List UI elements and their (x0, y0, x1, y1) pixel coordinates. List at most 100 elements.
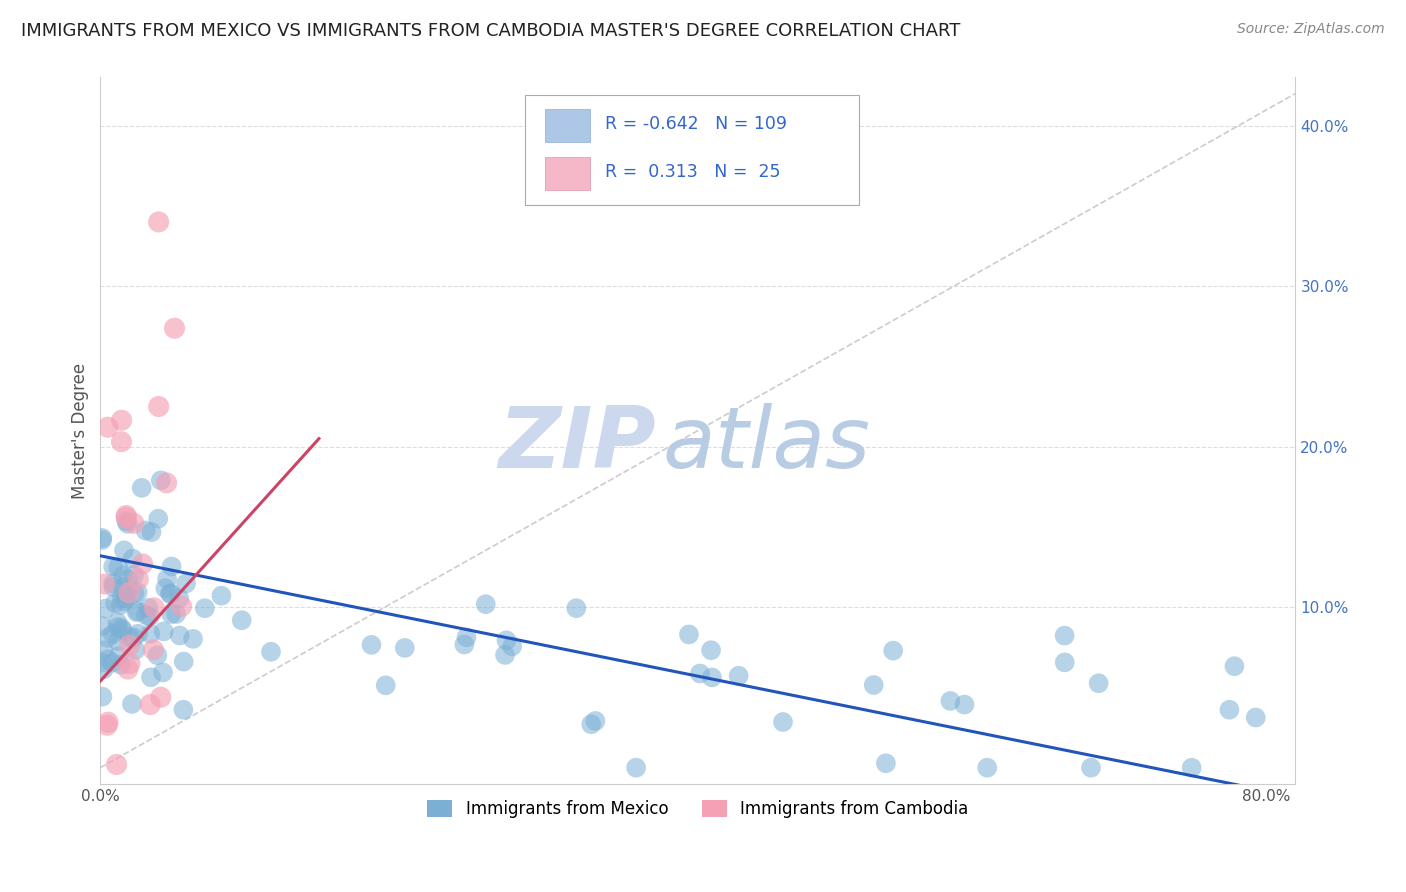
Point (170, 599, 193, 614)
Point (882, 643, 904, 657)
Point (127, 573, 149, 587)
Point (1087, 676, 1109, 690)
Point (101, 656, 124, 670)
Point (93, 662, 115, 676)
Point (474, 597, 496, 611)
Point (112, 594, 135, 608)
Point (689, 666, 711, 681)
Point (107, 620, 129, 634)
Text: ZIP: ZIP (499, 403, 657, 486)
Point (565, 601, 588, 615)
Point (260, 645, 283, 659)
Point (148, 512, 170, 526)
FancyBboxPatch shape (524, 95, 859, 204)
Point (115, 510, 138, 524)
Point (456, 630, 478, 644)
Point (91, 531, 114, 545)
Point (107, 615, 129, 630)
Point (91, 619, 114, 633)
Point (149, 473, 172, 487)
Point (93, 577, 115, 591)
Point (143, 600, 166, 615)
Point (115, 508, 138, 523)
Point (138, 600, 160, 615)
Point (172, 703, 194, 717)
Point (117, 662, 139, 676)
Point (374, 678, 396, 692)
Point (495, 633, 517, 648)
Point (122, 516, 145, 531)
Point (624, 761, 647, 775)
Point (394, 640, 416, 655)
Point (139, 698, 162, 712)
Point (118, 630, 141, 644)
Point (105, 757, 128, 772)
Point (501, 640, 523, 654)
Point (700, 670, 723, 684)
Point (101, 559, 124, 574)
Point (127, 604, 149, 618)
Point (111, 591, 134, 606)
Point (173, 655, 195, 669)
Point (453, 638, 475, 652)
Point (97, 652, 120, 666)
Point (976, 761, 998, 775)
Point (165, 607, 187, 621)
Point (209, 589, 232, 603)
Point (156, 572, 179, 586)
Point (360, 638, 382, 652)
Point (111, 580, 134, 594)
Point (115, 591, 138, 606)
Point (117, 572, 139, 586)
Point (862, 678, 884, 692)
Text: R =  0.313   N =  25: R = 0.313 N = 25 (605, 163, 780, 181)
Point (772, 714, 794, 729)
Point (97, 631, 120, 645)
Point (115, 514, 138, 528)
Point (148, 215, 170, 229)
Point (127, 585, 149, 599)
Point (585, 714, 607, 728)
Point (159, 586, 181, 600)
Point (125, 605, 148, 619)
Point (101, 576, 124, 591)
Point (139, 609, 162, 624)
Point (875, 756, 897, 771)
Point (678, 627, 700, 641)
Point (139, 670, 162, 684)
Point (110, 621, 132, 635)
Text: IMMIGRANTS FROM MEXICO VS IMMIGRANTS FROM CAMBODIA MASTER'S DEGREE CORRELATION C: IMMIGRANTS FROM MEXICO VS IMMIGRANTS FRO… (21, 22, 960, 40)
Text: R = -0.642   N = 109: R = -0.642 N = 109 (605, 115, 787, 133)
Point (96, 718, 118, 732)
Point (156, 475, 179, 490)
Point (135, 608, 157, 623)
Point (110, 434, 132, 449)
Point (1223, 659, 1246, 673)
FancyBboxPatch shape (546, 156, 591, 191)
Point (939, 694, 962, 708)
Point (115, 585, 138, 599)
Point (91, 690, 114, 704)
Point (131, 557, 153, 571)
Point (1053, 656, 1076, 670)
Point (149, 690, 172, 705)
Point (94, 601, 117, 615)
Point (90, 656, 112, 670)
Point (1181, 761, 1204, 775)
Point (127, 626, 149, 640)
Point (124, 586, 146, 600)
Point (118, 657, 141, 671)
Point (953, 698, 976, 712)
Point (194, 601, 217, 615)
Point (110, 598, 132, 612)
Point (118, 638, 141, 652)
Point (494, 648, 516, 662)
Point (107, 560, 129, 574)
Point (122, 631, 145, 645)
Point (107, 649, 129, 664)
Point (167, 591, 190, 606)
Point (579, 717, 602, 731)
Point (700, 643, 723, 657)
Point (111, 623, 134, 637)
Point (101, 627, 124, 641)
